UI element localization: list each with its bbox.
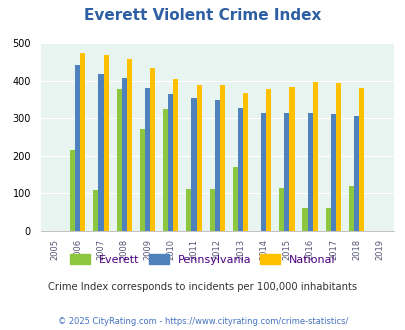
Bar — [219, 85, 224, 231]
Bar — [243, 93, 247, 231]
Bar — [325, 209, 330, 231]
Bar — [196, 85, 201, 231]
Bar — [150, 69, 155, 231]
Bar — [358, 88, 363, 231]
Bar — [209, 189, 214, 231]
Bar — [98, 74, 103, 231]
Bar — [126, 59, 132, 231]
Bar — [75, 65, 80, 231]
Bar — [139, 129, 145, 231]
Text: Crime Index corresponds to incidents per 100,000 inhabitants: Crime Index corresponds to incidents per… — [48, 282, 357, 292]
Bar — [145, 88, 150, 231]
Bar — [70, 150, 75, 231]
Bar — [122, 78, 126, 231]
Bar — [214, 100, 219, 231]
Bar — [289, 86, 294, 231]
Bar — [312, 82, 317, 231]
Bar — [335, 83, 340, 231]
Bar — [279, 188, 284, 231]
Bar — [284, 113, 289, 231]
Bar — [348, 186, 353, 231]
Bar — [93, 190, 98, 231]
Bar — [266, 89, 271, 231]
Legend: Everett, Pennsylvania, National: Everett, Pennsylvania, National — [66, 250, 339, 269]
Bar — [237, 108, 243, 231]
Bar — [191, 98, 196, 231]
Bar — [173, 79, 178, 231]
Bar — [302, 209, 307, 231]
Bar — [186, 189, 191, 231]
Bar — [103, 55, 109, 231]
Bar — [353, 116, 358, 231]
Bar — [260, 113, 266, 231]
Text: Everett Violent Crime Index: Everett Violent Crime Index — [84, 8, 321, 23]
Bar — [168, 94, 173, 231]
Bar — [232, 167, 237, 231]
Bar — [307, 113, 312, 231]
Bar — [163, 109, 168, 231]
Bar — [116, 89, 121, 231]
Text: © 2025 CityRating.com - https://www.cityrating.com/crime-statistics/: © 2025 CityRating.com - https://www.city… — [58, 317, 347, 326]
Bar — [80, 53, 85, 231]
Bar — [330, 115, 335, 231]
